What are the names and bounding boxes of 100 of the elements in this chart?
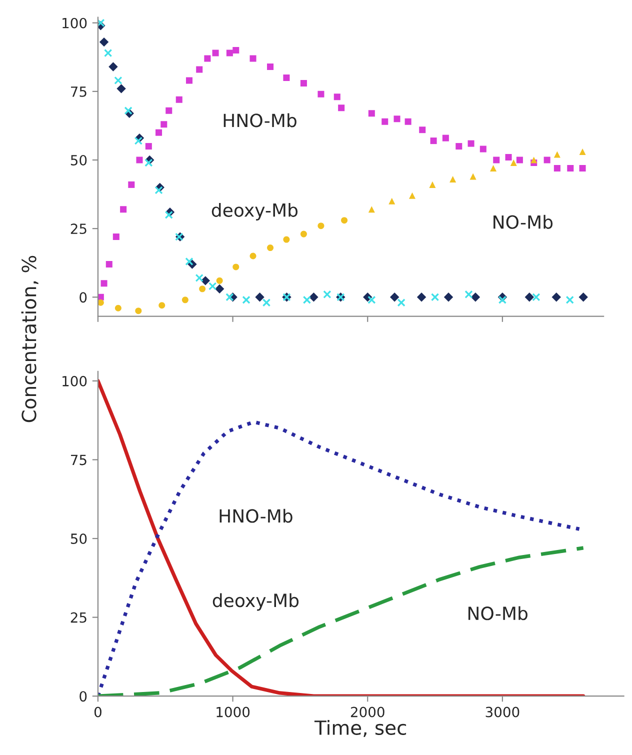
x-tick-label: 3000 xyxy=(486,706,520,718)
line-series xyxy=(98,546,586,696)
annotation: NO-Mb xyxy=(468,606,528,620)
point xyxy=(135,308,142,314)
point xyxy=(250,55,256,62)
point xyxy=(204,55,211,62)
point xyxy=(164,210,173,219)
point xyxy=(404,118,412,125)
y-tick-label: 50 xyxy=(70,154,87,166)
point xyxy=(145,143,152,150)
annotation: deoxy-Mb xyxy=(212,202,298,220)
point xyxy=(100,280,108,287)
point xyxy=(128,181,135,188)
point xyxy=(544,156,550,164)
y-tick-label: 25 xyxy=(70,612,86,623)
point xyxy=(199,286,206,292)
point xyxy=(186,77,192,84)
point xyxy=(490,164,497,172)
point xyxy=(300,230,307,238)
point xyxy=(323,290,332,298)
y-axis-title: Concentration, % xyxy=(21,256,38,422)
point xyxy=(144,158,153,167)
x-axis-title: Time, sec xyxy=(314,720,406,738)
point xyxy=(212,50,219,56)
point xyxy=(176,96,182,103)
point xyxy=(267,63,274,70)
point xyxy=(214,284,224,294)
point xyxy=(470,173,476,180)
point xyxy=(579,148,586,156)
point xyxy=(430,138,437,144)
point xyxy=(185,257,194,266)
point xyxy=(120,206,127,213)
point xyxy=(200,276,210,286)
y-tick-label: 50 xyxy=(70,533,87,544)
point xyxy=(242,296,250,304)
point xyxy=(505,154,512,161)
point xyxy=(578,292,588,302)
point xyxy=(300,80,307,86)
point xyxy=(104,48,112,58)
point xyxy=(524,292,534,302)
point xyxy=(182,296,188,304)
y-tick-label: 75 xyxy=(71,454,86,466)
point xyxy=(419,126,426,134)
point xyxy=(382,118,388,125)
y-tick-label: 25 xyxy=(70,224,86,234)
point xyxy=(255,292,264,302)
point xyxy=(98,18,105,27)
point xyxy=(267,244,274,252)
point xyxy=(262,298,271,307)
point xyxy=(158,302,166,309)
point xyxy=(136,156,143,164)
point xyxy=(416,292,426,302)
point xyxy=(470,292,480,302)
point xyxy=(112,234,120,240)
point xyxy=(226,50,233,56)
point xyxy=(394,116,400,122)
point xyxy=(195,274,204,282)
point xyxy=(442,134,449,142)
point xyxy=(552,292,561,302)
point xyxy=(510,159,517,166)
point xyxy=(216,277,223,284)
x-tick-label: 2000 xyxy=(350,706,384,718)
point xyxy=(114,76,122,85)
point xyxy=(530,156,538,164)
point xyxy=(444,292,454,302)
point xyxy=(579,164,586,172)
point xyxy=(468,140,474,147)
point xyxy=(302,296,312,304)
point xyxy=(124,106,132,115)
point xyxy=(493,156,500,164)
point xyxy=(430,293,440,302)
point xyxy=(98,299,104,306)
point xyxy=(456,143,462,150)
point xyxy=(554,151,560,158)
point xyxy=(368,110,375,117)
point xyxy=(368,206,375,213)
point xyxy=(363,292,372,302)
point xyxy=(318,222,324,230)
point xyxy=(516,156,523,164)
point xyxy=(390,292,400,302)
annotation: HNO-Mb xyxy=(220,508,292,523)
point xyxy=(114,304,122,312)
point xyxy=(334,94,340,100)
point xyxy=(160,121,168,128)
point xyxy=(566,296,574,304)
point xyxy=(226,293,234,302)
y-tick-label: 0 xyxy=(80,691,87,702)
annotation: HNO-Mb xyxy=(224,113,296,128)
point xyxy=(341,217,348,224)
point xyxy=(208,282,217,290)
point xyxy=(480,146,486,152)
point xyxy=(116,84,126,94)
point xyxy=(532,293,540,302)
point xyxy=(554,164,560,172)
point xyxy=(318,90,324,98)
point xyxy=(283,236,290,243)
point xyxy=(309,292,318,302)
y-tick-label: 0 xyxy=(80,292,87,303)
annotation: NO-Mb xyxy=(494,214,553,229)
point xyxy=(397,298,406,307)
